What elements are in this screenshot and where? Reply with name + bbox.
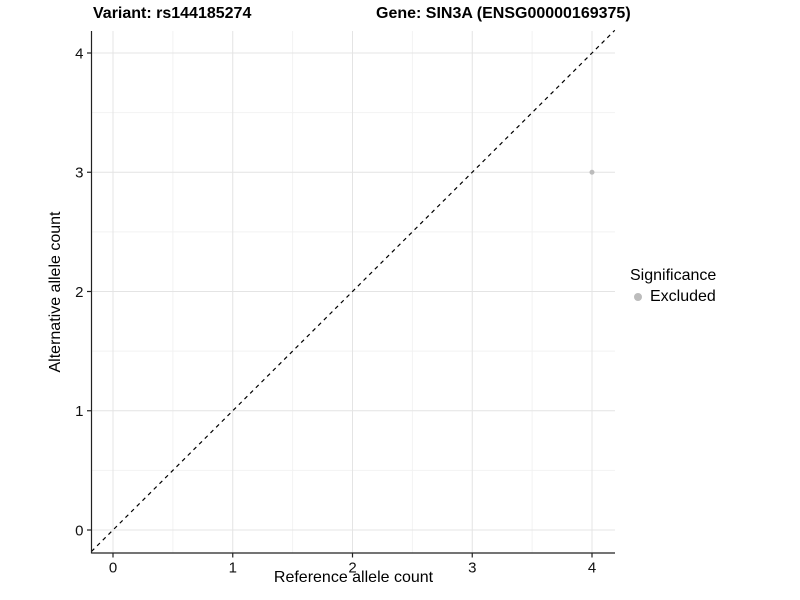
x-tick-label: 3 [468, 559, 476, 576]
y-tick-label: 1 [75, 403, 83, 420]
y-tick-label: 2 [75, 284, 83, 301]
legend-item-excluded: Excluded [630, 287, 716, 307]
x-tick-label: 2 [348, 559, 356, 576]
variant-title: Variant: rs144185274 [93, 5, 252, 22]
excluded-dot-icon [634, 293, 642, 301]
x-tick-label: 4 [588, 559, 596, 576]
x-tick-label: 1 [229, 559, 237, 576]
data-point [589, 169, 595, 175]
y-axis-title: Alternative allele count [47, 211, 64, 373]
legend: Significance Excluded [630, 265, 716, 307]
legend-title: Significance [630, 267, 717, 284]
y-tick-label: 3 [75, 165, 83, 182]
y-tick-label: 0 [75, 522, 83, 539]
legend-item-label: Excluded [650, 288, 716, 305]
y-tick-label: 4 [75, 45, 83, 62]
gene-title: Gene: SIN3A (ENSG00000169375) [376, 5, 631, 22]
x-axis-title: Reference allele count [273, 569, 434, 586]
identity-line [91, 29, 616, 552]
x-tick-label: 0 [109, 559, 117, 576]
